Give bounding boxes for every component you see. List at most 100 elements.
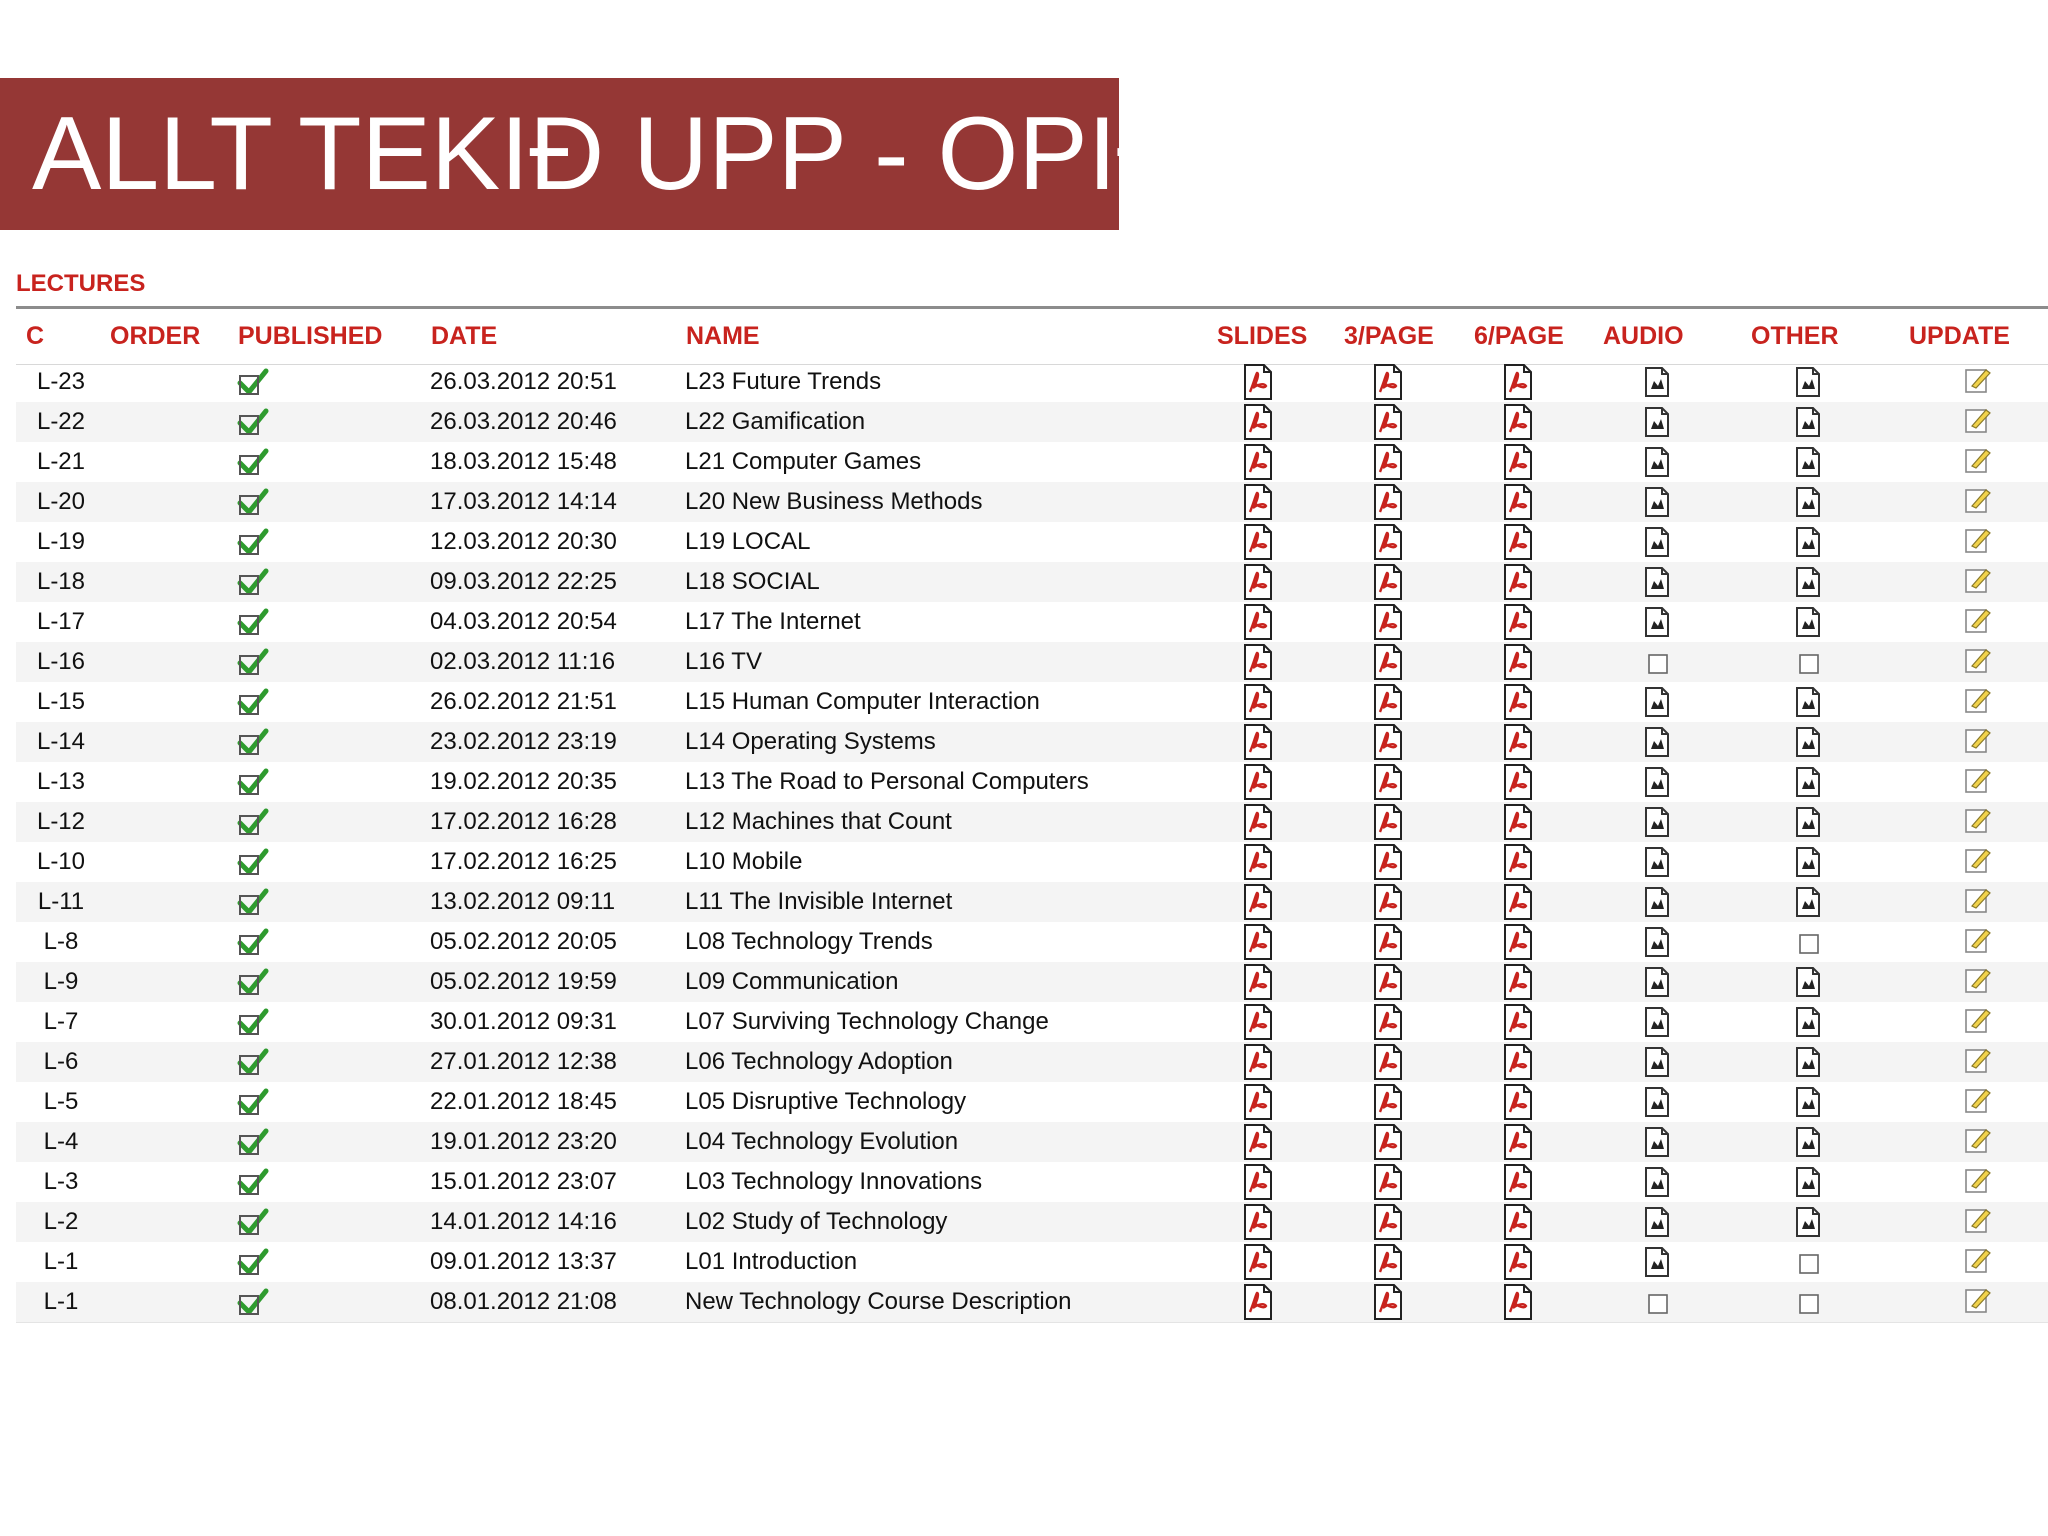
slides-3page-pdf-icon[interactable] — [1372, 1204, 1404, 1245]
audio-file-icon[interactable] — [1644, 727, 1670, 762]
slides-pdf-icon[interactable] — [1242, 404, 1274, 445]
edit-note-icon[interactable] — [1964, 486, 1992, 519]
edit-note-icon[interactable] — [1964, 686, 1992, 719]
slides-3page-pdf-icon[interactable] — [1372, 1284, 1404, 1325]
column-header-audio[interactable]: AUDIO — [1603, 322, 1684, 350]
audio-file-icon[interactable] — [1644, 607, 1670, 642]
slides-pdf-icon[interactable] — [1242, 1044, 1274, 1085]
slides-pdf-icon[interactable] — [1242, 644, 1274, 685]
slides-3page-pdf-icon[interactable] — [1372, 1044, 1404, 1085]
other-file-icon[interactable] — [1795, 367, 1821, 402]
slides-pdf-icon[interactable] — [1242, 1244, 1274, 1285]
column-header-3page[interactable]: 3/PAGE — [1344, 322, 1434, 350]
slides-3page-pdf-icon[interactable] — [1372, 524, 1404, 565]
column-header-published[interactable]: PUBLISHED — [238, 322, 383, 350]
edit-note-icon[interactable] — [1964, 766, 1992, 799]
slides-6page-pdf-icon[interactable] — [1502, 924, 1534, 965]
other-file-icon[interactable] — [1795, 1167, 1821, 1202]
slides-6page-pdf-icon[interactable] — [1502, 364, 1534, 405]
slides-3page-pdf-icon[interactable] — [1372, 844, 1404, 885]
other-file-icon[interactable] — [1795, 407, 1821, 442]
slides-6page-pdf-icon[interactable] — [1502, 564, 1534, 605]
slides-6page-pdf-icon[interactable] — [1502, 644, 1534, 685]
audio-file-icon[interactable] — [1644, 527, 1670, 562]
column-header-c[interactable]: C — [26, 322, 45, 350]
column-header-6page[interactable]: 6/PAGE — [1474, 322, 1564, 350]
audio-file-icon[interactable] — [1644, 967, 1670, 1002]
audio-file-icon[interactable] — [1644, 1247, 1670, 1282]
edit-note-icon[interactable] — [1964, 1246, 1992, 1279]
edit-note-icon[interactable] — [1964, 806, 1992, 839]
slides-6page-pdf-icon[interactable] — [1502, 884, 1534, 925]
slides-pdf-icon[interactable] — [1242, 684, 1274, 725]
audio-file-icon[interactable] — [1644, 1047, 1670, 1082]
other-file-icon[interactable] — [1795, 847, 1821, 882]
slides-pdf-icon[interactable] — [1242, 484, 1274, 525]
edit-note-icon[interactable] — [1964, 366, 1992, 399]
other-file-icon[interactable] — [1795, 607, 1821, 642]
slides-pdf-icon[interactable] — [1242, 964, 1274, 1005]
slides-pdf-icon[interactable] — [1242, 364, 1274, 405]
slides-3page-pdf-icon[interactable] — [1372, 484, 1404, 525]
edit-note-icon[interactable] — [1964, 446, 1992, 479]
other-file-icon[interactable] — [1795, 487, 1821, 522]
slides-6page-pdf-icon[interactable] — [1502, 1204, 1534, 1245]
audio-file-icon[interactable] — [1644, 1207, 1670, 1242]
slides-6page-pdf-icon[interactable] — [1502, 604, 1534, 645]
slides-pdf-icon[interactable] — [1242, 444, 1274, 485]
slides-3page-pdf-icon[interactable] — [1372, 1244, 1404, 1285]
audio-file-icon[interactable] — [1644, 927, 1670, 962]
audio-file-icon[interactable] — [1644, 887, 1670, 922]
audio-file-icon[interactable] — [1644, 1127, 1670, 1162]
slides-pdf-icon[interactable] — [1242, 604, 1274, 645]
slides-pdf-icon[interactable] — [1242, 844, 1274, 885]
slides-6page-pdf-icon[interactable] — [1502, 804, 1534, 845]
slides-6page-pdf-icon[interactable] — [1502, 764, 1534, 805]
slides-pdf-icon[interactable] — [1242, 764, 1274, 805]
slides-6page-pdf-icon[interactable] — [1502, 1164, 1534, 1205]
slides-3page-pdf-icon[interactable] — [1372, 1084, 1404, 1125]
slides-6page-pdf-icon[interactable] — [1502, 1044, 1534, 1085]
slides-3page-pdf-icon[interactable] — [1372, 924, 1404, 965]
slides-pdf-icon[interactable] — [1242, 564, 1274, 605]
edit-note-icon[interactable] — [1964, 526, 1992, 559]
slides-6page-pdf-icon[interactable] — [1502, 724, 1534, 765]
edit-note-icon[interactable] — [1964, 406, 1992, 439]
slides-3page-pdf-icon[interactable] — [1372, 604, 1404, 645]
other-file-icon[interactable] — [1795, 527, 1821, 562]
column-header-other[interactable]: OTHER — [1751, 322, 1839, 350]
slides-3page-pdf-icon[interactable] — [1372, 1004, 1404, 1045]
other-file-icon[interactable] — [1795, 887, 1821, 922]
slides-6page-pdf-icon[interactable] — [1502, 844, 1534, 885]
slides-6page-pdf-icon[interactable] — [1502, 684, 1534, 725]
audio-file-icon[interactable] — [1644, 1087, 1670, 1122]
edit-note-icon[interactable] — [1964, 606, 1992, 639]
edit-note-icon[interactable] — [1964, 1286, 1992, 1319]
edit-note-icon[interactable] — [1964, 566, 1992, 599]
slides-3page-pdf-icon[interactable] — [1372, 804, 1404, 845]
audio-file-icon[interactable] — [1644, 847, 1670, 882]
edit-note-icon[interactable] — [1964, 1006, 1992, 1039]
edit-note-icon[interactable] — [1964, 886, 1992, 919]
other-file-icon[interactable] — [1795, 567, 1821, 602]
slides-6page-pdf-icon[interactable] — [1502, 444, 1534, 485]
edit-note-icon[interactable] — [1964, 646, 1992, 679]
edit-note-icon[interactable] — [1964, 1166, 1992, 1199]
edit-note-icon[interactable] — [1964, 1126, 1992, 1159]
audio-file-icon[interactable] — [1644, 367, 1670, 402]
slides-pdf-icon[interactable] — [1242, 1204, 1274, 1245]
slides-6page-pdf-icon[interactable] — [1502, 404, 1534, 445]
edit-note-icon[interactable] — [1964, 1086, 1992, 1119]
slides-6page-pdf-icon[interactable] — [1502, 1124, 1534, 1165]
column-header-update[interactable]: UPDATE — [1909, 322, 2010, 350]
other-file-icon[interactable] — [1795, 767, 1821, 802]
column-header-order[interactable]: ORDER — [110, 322, 201, 350]
other-file-icon[interactable] — [1795, 1207, 1821, 1242]
other-file-icon[interactable] — [1795, 447, 1821, 482]
edit-note-icon[interactable] — [1964, 926, 1992, 959]
other-file-icon[interactable] — [1795, 1127, 1821, 1162]
slides-6page-pdf-icon[interactable] — [1502, 1284, 1534, 1325]
edit-note-icon[interactable] — [1964, 966, 1992, 999]
audio-file-icon[interactable] — [1644, 567, 1670, 602]
other-file-icon[interactable] — [1795, 687, 1821, 722]
